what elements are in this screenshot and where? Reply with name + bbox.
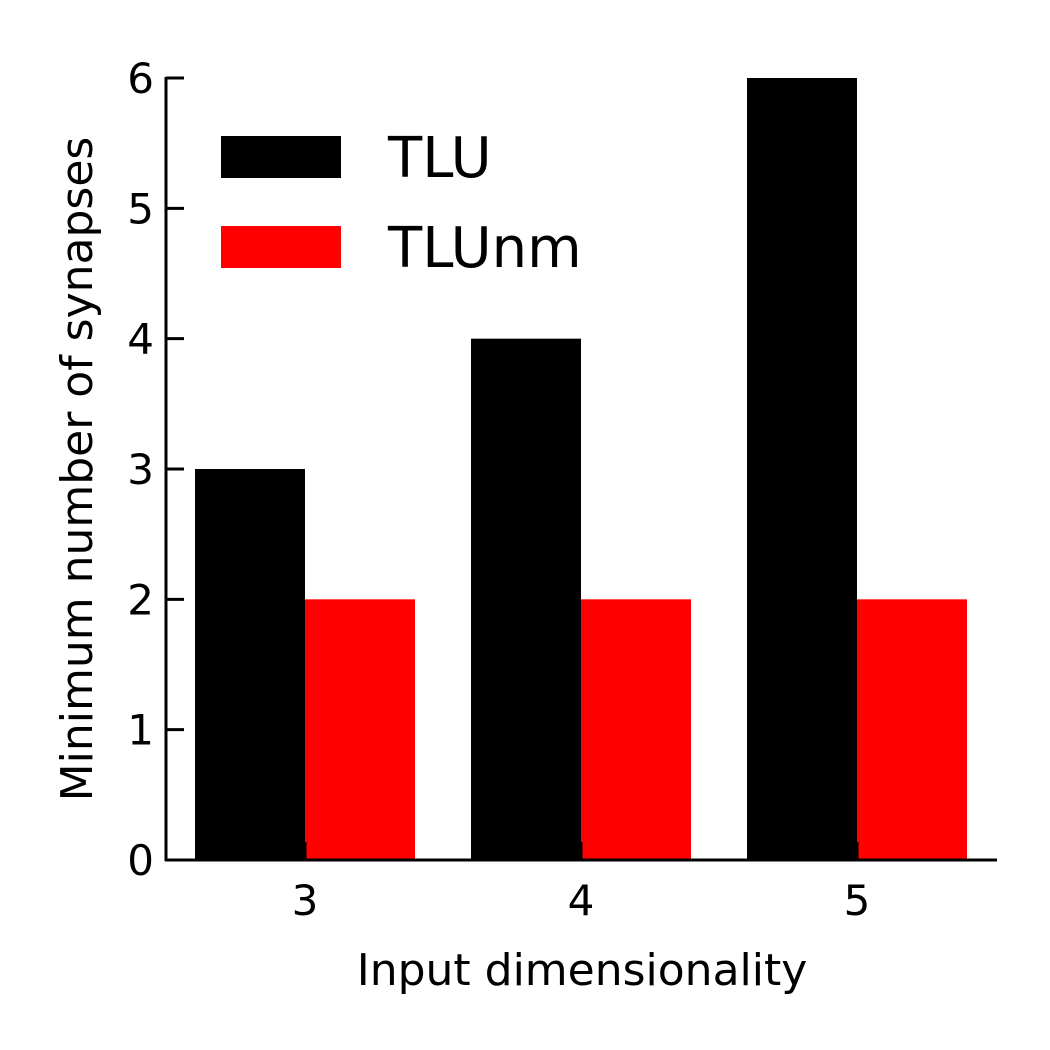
bars-layer bbox=[195, 78, 967, 861]
y-tick-label: 4 bbox=[127, 315, 154, 364]
bar-tlu-5 bbox=[747, 78, 857, 860]
y-tick-label: 0 bbox=[127, 836, 154, 885]
bar-tlu-4 bbox=[471, 338, 581, 861]
bar-tlunm-4 bbox=[581, 599, 691, 860]
legend: TLU TLUnm bbox=[221, 126, 582, 281]
x-tick-label: 5 bbox=[844, 876, 871, 925]
x-tick-label: 4 bbox=[568, 876, 595, 925]
y-tick-label: 2 bbox=[127, 575, 154, 624]
legend-label-tlu: TLU bbox=[387, 126, 492, 191]
y-tick-label: 3 bbox=[127, 445, 154, 494]
x-axis-label: Input dimensionality bbox=[357, 945, 808, 996]
x-ticks: 3 4 5 bbox=[292, 842, 871, 925]
bar-tlu-3 bbox=[195, 469, 305, 860]
legend-label-tlunm: TLUnm bbox=[387, 216, 582, 281]
y-tick-label: 5 bbox=[127, 184, 154, 233]
legend-swatch-tlunm bbox=[221, 226, 341, 268]
y-ticks: 0 1 2 3 4 5 6 bbox=[127, 54, 184, 885]
x-tick-label: 3 bbox=[292, 876, 319, 925]
y-axis-label: Minimum number of synapses bbox=[52, 137, 103, 802]
y-tick-label: 1 bbox=[127, 706, 154, 755]
bar-tlunm-5 bbox=[857, 599, 967, 860]
legend-swatch-tlu bbox=[221, 136, 341, 178]
bar-tlunm-3 bbox=[305, 599, 415, 860]
y-tick-label: 6 bbox=[127, 54, 154, 103]
